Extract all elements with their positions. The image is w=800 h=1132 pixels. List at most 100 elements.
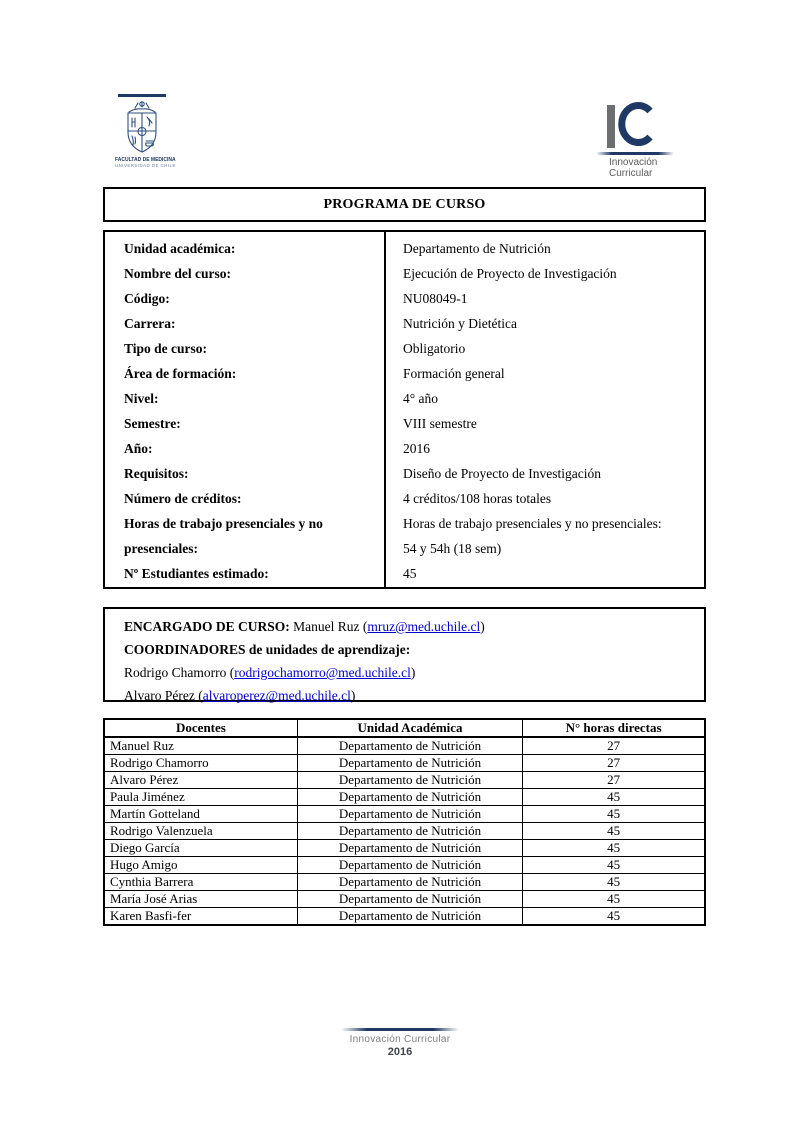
course-field-value: Horas de trabajo presenciales y no prese… xyxy=(386,512,704,562)
staff-line: COORDINADORES de unidades de aprendizaje… xyxy=(124,638,704,661)
course-field-value-line: Ejecución de Proyecto de Investigación xyxy=(403,266,617,281)
course-field-value: NU08049-1 xyxy=(386,287,704,312)
docente-hours-cell: 27 xyxy=(522,754,706,772)
docente-unit-cell: Departamento de Nutrición xyxy=(296,736,524,755)
docente-name-cell: Rodrigo Chamorro xyxy=(103,754,298,772)
docente-name-cell: Alvaro Pérez xyxy=(103,771,298,789)
docente-hours-cell: 45 xyxy=(522,907,706,926)
course-field-value: Ejecución de Proyecto de Investigación xyxy=(386,262,704,287)
docente-name-cell: Cynthia Barrera xyxy=(103,873,298,891)
course-field-label-line: Horas de trabajo presenciales y no xyxy=(124,516,323,531)
docente-unit-cell: Departamento de Nutrición xyxy=(296,771,524,789)
docente-name-cell: María José Arias xyxy=(103,890,298,908)
course-info-row: Unidad académica: Departamento de Nutrici… xyxy=(105,237,704,262)
ic-label-line1: Innovación xyxy=(609,157,658,168)
page-footer: Innovación Curricular 2016 xyxy=(0,1028,800,1058)
course-field-value-line: Departamento de Nutrición xyxy=(403,241,551,256)
docente-hours-cell: 45 xyxy=(522,856,706,874)
docente-name-cell: Diego García xyxy=(103,839,298,857)
ic-letter-i-icon xyxy=(607,105,615,148)
staff-role-label: COORDINADORES de unidades de aprendizaje… xyxy=(124,642,411,657)
docente-row: Paula Jiménez Departamento de Nutrición 45 xyxy=(103,788,706,806)
docentes-header-row: Docentes Unidad Académica N° horas directa… xyxy=(103,718,706,738)
course-info-row: Horas de trabajo presenciales y no presen… xyxy=(105,512,704,562)
staff-line: ENCARGADO DE CURSO: Manuel Ruz (mruz@med… xyxy=(124,615,704,638)
docente-row: Rodrigo Chamorro Departamento de Nutrició… xyxy=(103,754,706,772)
docente-row: Hugo Amigo Departamento de Nutrición 45 xyxy=(103,856,706,874)
logo-top-rule xyxy=(118,94,166,97)
course-field-label-line: Semestre: xyxy=(124,416,181,431)
course-field-label-line: Nombre del curso: xyxy=(124,266,231,281)
course-field-value: Formación general xyxy=(386,362,704,387)
course-field-value-line: NU08049-1 xyxy=(403,291,468,306)
docente-row: Martín Gotteland Departamento de Nutrició… xyxy=(103,805,706,823)
course-field-value: 4° año xyxy=(386,387,704,412)
course-field-value-line: Formación general xyxy=(403,366,505,381)
page-title: PROGRAMA DE CURSO xyxy=(323,196,486,212)
course-field-value-line: 45 xyxy=(403,566,417,581)
course-field-value: Departamento de Nutrición xyxy=(386,237,704,262)
course-field-label-line: Nº Estudiantes estimado: xyxy=(124,566,269,581)
course-field-value-line: Obligatorio xyxy=(403,341,466,356)
course-field-label-line: Tipo de curso: xyxy=(124,341,208,356)
email-link[interactable]: mruz@med.uchile.cl xyxy=(367,619,481,634)
university-crest-icon xyxy=(127,101,157,153)
facultad-medicina-logo: FACULTAD DE MEDICINA UNIVERSIDAD DE CHIL… xyxy=(115,94,176,168)
docentes-column-header: Docentes xyxy=(103,718,298,738)
course-field-value: VIII semestre xyxy=(386,412,704,437)
staff-box: ENCARGADO DE CURSO: Manuel Ruz (mruz@med… xyxy=(103,607,706,703)
ic-label-line2: Curricular xyxy=(609,167,653,179)
course-field-value-line: VIII semestre xyxy=(403,416,477,431)
course-field-label-line: Unidad académica: xyxy=(124,241,236,256)
course-field-label: Nombre del curso: xyxy=(105,262,386,287)
course-field-value-line: Horas de trabajo presenciales y no prese… xyxy=(403,516,662,531)
docente-name-cell: Karen Basfi-fer xyxy=(103,907,298,926)
docente-row: Karen Basfi-fer Departamento de Nutrición… xyxy=(103,907,706,926)
course-info-row: Nombre del curso: Ejecución de Proyecto d… xyxy=(105,262,704,287)
docente-unit-cell: Departamento de Nutrición xyxy=(296,788,524,806)
staff-text: ) xyxy=(410,665,416,680)
docente-name-cell: Hugo Amigo xyxy=(103,856,298,874)
staff-line: Rodrigo Chamorro (rodrigochamorro@med.uc… xyxy=(124,661,704,684)
course-field-label: Nivel: xyxy=(105,387,386,412)
email-link[interactable]: alvaroperez@med.uchile.cl xyxy=(202,688,351,703)
staff-text: Rodrigo Chamorro ( xyxy=(124,665,235,680)
email-link[interactable]: rodrigochamorro@med.uchile.cl xyxy=(234,665,411,680)
course-info-row: Nº Estudiantes estimado: 45 xyxy=(105,562,704,587)
course-field-label: Requisitos: xyxy=(105,462,386,487)
docente-unit-cell: Departamento de Nutrición xyxy=(296,890,524,908)
docente-hours-cell: 45 xyxy=(522,873,706,891)
course-field-label-line: Carrera: xyxy=(124,316,176,331)
course-info-row: Semestre: VIII semestre xyxy=(105,412,704,437)
course-field-value: 4 créditos/108 horas totales xyxy=(386,487,704,512)
course-field-value-line: 4° año xyxy=(403,391,439,406)
docente-hours-cell: 27 xyxy=(522,736,706,755)
course-info-row: Año: 2016 xyxy=(105,437,704,462)
course-info-row: Área de formación: Formación general xyxy=(105,362,704,387)
docente-hours-cell: 45 xyxy=(522,890,706,908)
course-info-row: Número de créditos: 4 créditos/108 horas … xyxy=(105,487,704,512)
course-field-value-line: 54 y 54h (18 sem) xyxy=(403,541,502,556)
docente-hours-cell: 45 xyxy=(522,822,706,840)
course-field-value-line: Diseño de Proyecto de Investigación xyxy=(403,466,601,481)
course-field-label-line: Nivel: xyxy=(124,391,159,406)
course-field-label-line: Código: xyxy=(124,291,170,306)
docente-unit-cell: Departamento de Nutrición xyxy=(296,856,524,874)
course-field-value: Diseño de Proyecto de Investigación xyxy=(386,462,704,487)
footer-rule xyxy=(341,1028,459,1031)
docente-row: Alvaro Pérez Departamento de Nutrición 27 xyxy=(103,771,706,789)
course-field-value-line: Nutrición y Dietética xyxy=(403,316,517,331)
docente-unit-cell: Departamento de Nutrición xyxy=(296,754,524,772)
staff-text: ) xyxy=(480,619,485,634)
docente-unit-cell: Departamento de Nutrición xyxy=(296,805,524,823)
docente-hours-cell: 27 xyxy=(522,771,706,789)
course-field-label: Área de formación: xyxy=(105,362,386,387)
course-table-divider xyxy=(384,232,386,587)
staff-text: ) xyxy=(350,688,356,703)
course-field-label-line: Área de formación: xyxy=(124,366,237,381)
docente-name-cell: Martín Gotteland xyxy=(103,805,298,823)
docente-hours-cell: 45 xyxy=(522,839,706,857)
docente-row: Manuel Ruz Departamento de Nutrición 27 xyxy=(103,736,706,755)
course-field-label: Unidad académica: xyxy=(105,237,386,262)
